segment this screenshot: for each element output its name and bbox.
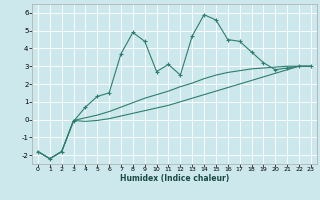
X-axis label: Humidex (Indice chaleur): Humidex (Indice chaleur) bbox=[120, 174, 229, 183]
